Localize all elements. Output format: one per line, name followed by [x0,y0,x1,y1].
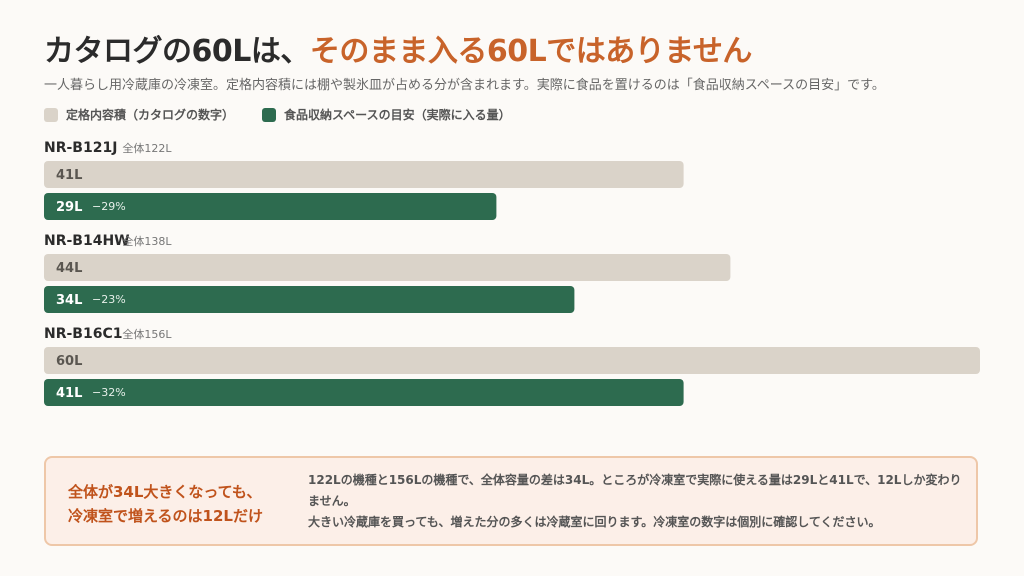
usable-bar-label: 34L [56,293,82,308]
callout-body-paragraph-2: 大きい冷蔵庫を買っても、増えた分の多くは冷蔵室に回ります。冷凍室の数字は個別に確… [308,515,881,529]
usable-bar [44,379,684,406]
rated-bar-label: 60L [56,354,82,369]
title-main: カタログの60Lは、 [44,34,310,69]
rated-bar [44,254,731,281]
usable-bar-label: 41L [56,386,82,401]
rated-bar [44,161,684,188]
callout-body: 122Lの機種と156Lの機種で、全体容量の差は34L。ところが冷凍室で実際に使… [308,470,964,533]
reduction-label: −29% [92,200,126,213]
legend-label-usable: 食品収納スペースの目安（実際に入る量） [284,108,511,122]
callout-body-paragraph-1: 122Lの機種と156Lの機種で、全体容量の差は34L。ところが冷凍室で実際に使… [308,473,962,508]
callout-headline-line-2: 冷凍室で増えるのは12Lだけ [68,507,263,525]
chart-legend: 定格内容積（カタログの数字） 食品収納スペースの目安（実際に入る量） [44,106,511,123]
legend-item-usable: 食品収納スペースの目安（実際に入る量） [262,106,511,123]
legend-item-rated: 定格内容積（カタログの数字） [44,106,234,123]
model-label: NR-B121J [44,140,117,156]
total-capacity-label: 全体138L [122,234,172,248]
total-capacity-label: 全体122L [122,141,172,155]
callout-headline-line-1: 全体が34L大きくなっても、 [68,483,262,501]
usable-bar-label: 29L [56,200,82,215]
summary-callout: 全体が34L大きくなっても、 冷凍室で増えるのは12Lだけ 122Lの機種と15… [44,456,978,546]
model-label: NR-B14HW [44,233,130,249]
title-accent: そのまま入る60Lではありません [309,34,752,69]
page-title: カタログの60Lは、そのまま入る60Lではありません [44,26,752,70]
legend-swatch-rated [44,107,58,122]
rated-bar [44,347,980,374]
rated-bar-label: 41L [56,168,82,183]
model-label: NR-B16C1 [44,326,122,342]
page-subtitle: 一人暮らし用冷蔵庫の冷凍室。定格内容積には棚や製氷皿が占める分が含まれます。実際… [44,78,885,93]
legend-swatch-usable [262,107,277,122]
reduction-label: −23% [92,293,126,306]
legend-label-rated: 定格内容積（カタログの数字） [66,108,235,122]
callout-headline: 全体が34L大きくなっても、 冷凍室で増えるのは12Lだけ [68,480,300,528]
usable-bar [44,193,497,220]
total-capacity-label: 全体156L [122,327,172,341]
rated-bar-label: 44L [56,261,82,276]
usable-bar [44,286,575,313]
reduction-label: −32% [92,386,126,399]
